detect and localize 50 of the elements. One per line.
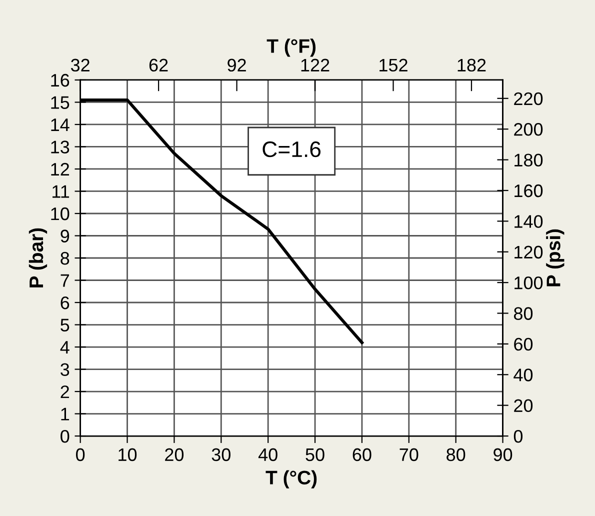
y2-tick-label: 80	[514, 307, 533, 320]
y2-tick-label: 220	[514, 92, 543, 106]
y-tick-label: 0	[60, 430, 70, 443]
y2-tick-label: 180	[514, 154, 543, 166]
x-tick-label: 50	[306, 448, 324, 462]
x-tick-label: 70	[400, 448, 418, 462]
x-tick-label: 30	[212, 448, 230, 462]
y-tick-label: 15	[51, 96, 70, 109]
y-tick-label: 6	[60, 296, 70, 310]
y2-tick-label: 0	[514, 430, 523, 443]
y2-tick-label: 160	[514, 184, 543, 198]
annotation: C=1.6	[262, 141, 321, 158]
y-tick-label: 7	[60, 274, 70, 287]
y-tick-label: 16	[51, 74, 70, 87]
y-tick-label: 12	[51, 162, 70, 176]
y-tick-label: 10	[51, 207, 70, 220]
x-tick-label: 80	[446, 448, 466, 462]
y2-tick-label: 140	[514, 215, 543, 228]
y-tick-label: 14	[51, 118, 70, 132]
y2-tick-label: 100	[514, 276, 543, 290]
x2-tick-label: 152	[380, 58, 408, 72]
y-tick-label: 4	[60, 341, 70, 354]
x2-tick-label: 182	[458, 58, 486, 72]
x2-axis-title: T (°F)	[266, 38, 316, 57]
y-tick-label: 5	[60, 318, 70, 332]
x-axis-title: T (°C)	[266, 470, 317, 488]
y2-tick-label: 20	[514, 399, 533, 412]
y-tick-label: 9	[60, 230, 70, 242]
y-tick-label: 8	[60, 252, 70, 265]
y2-axis-title: P (psi)	[546, 229, 564, 286]
x-tick-label: 20	[165, 448, 184, 462]
y-axis-title: P (bar)	[28, 228, 48, 288]
y-tick-label: 13	[51, 140, 70, 154]
x-tick-label: 90	[494, 448, 512, 462]
x2-tick-label: 62	[149, 58, 168, 72]
y2-tick-label: 60	[514, 338, 533, 351]
y2-tick-label: 120	[514, 246, 543, 259]
y2-tick-label: 200	[514, 123, 543, 136]
x-tick-label: 40	[258, 448, 278, 462]
x2-tick-label: 32	[70, 58, 90, 72]
x2-tick-label: 122	[301, 58, 330, 72]
y-tick-label: 1	[61, 408, 70, 420]
y-tick-label: 3	[60, 363, 70, 376]
x-tick-label: 60	[352, 448, 372, 462]
x-tick-label: 10	[118, 448, 137, 462]
y-tick-label: 2	[60, 385, 70, 398]
x-tick-label: 0	[76, 448, 85, 462]
y2-tick-label: 40	[514, 368, 533, 382]
x2-tick-label: 92	[228, 58, 246, 72]
y-tick-label: 11	[52, 185, 70, 198]
